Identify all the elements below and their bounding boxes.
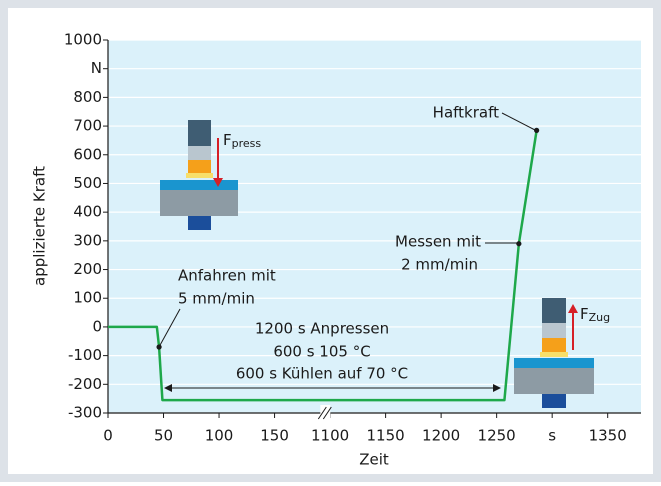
y-tick-label: 0 [92,317,102,335]
x-tick-label: 50 [154,427,173,445]
annotation: 600 s 105 °C [273,343,370,361]
annotation: 5 mm/min [178,290,255,308]
annotation: 2 mm/min [401,256,478,274]
annotation: 600 s Kühlen auf 70 °C [236,365,408,383]
f-symbol: F [223,131,232,149]
y-tick-label: 300 [73,231,102,249]
chart: Fpress FZug Haftkraft Messen mit 2 mm/mi… [0,0,661,482]
x-tick-label: 1200 [422,427,460,445]
x-axis-label: Zeit [359,451,389,469]
x-tick-label: 100 [205,427,234,445]
annotation: Anfahren mit [178,267,276,285]
y-axis-label: applizierte Kraft [31,166,49,286]
x-tick-label: 150 [260,427,289,445]
y-tick-label: 1000 [64,31,102,49]
f-subscript: Zug [589,311,611,324]
y-tick-label: 700 [73,117,102,135]
y-tick-label: 800 [73,88,102,106]
x-tick-label: 1350 [589,427,627,445]
y-tick-label: -100 [68,346,102,364]
annotation: 1200 s Anpressen [255,320,389,338]
point-marker [534,128,539,133]
y-tick-label: N [91,59,102,77]
point-marker [156,344,161,349]
y-tick-label: 100 [73,289,102,307]
y-tick-label: 600 [73,145,102,163]
point-marker [516,241,521,246]
y-tick-label: 500 [73,174,102,192]
y-tick-label: -300 [68,404,102,422]
y-tick-label: 200 [73,260,102,278]
annotation: Messen mit [395,233,481,251]
y-tick-label: -200 [68,375,102,393]
page: {"chart_data": { "type": "line", "x_labe… [0,0,661,482]
plot-area [108,40,641,413]
x-tick-label: 1250 [478,427,516,445]
x-tick-label: 1100 [311,427,349,445]
x-tick-label: 0 [103,427,113,445]
x-tick-label: 1150 [367,427,405,445]
annotation: Haftkraft [433,104,499,122]
x-tick-label: s [548,427,556,445]
f-subscript: press [232,137,262,150]
y-tick-label: 400 [73,203,102,221]
f-symbol: F [580,305,589,323]
